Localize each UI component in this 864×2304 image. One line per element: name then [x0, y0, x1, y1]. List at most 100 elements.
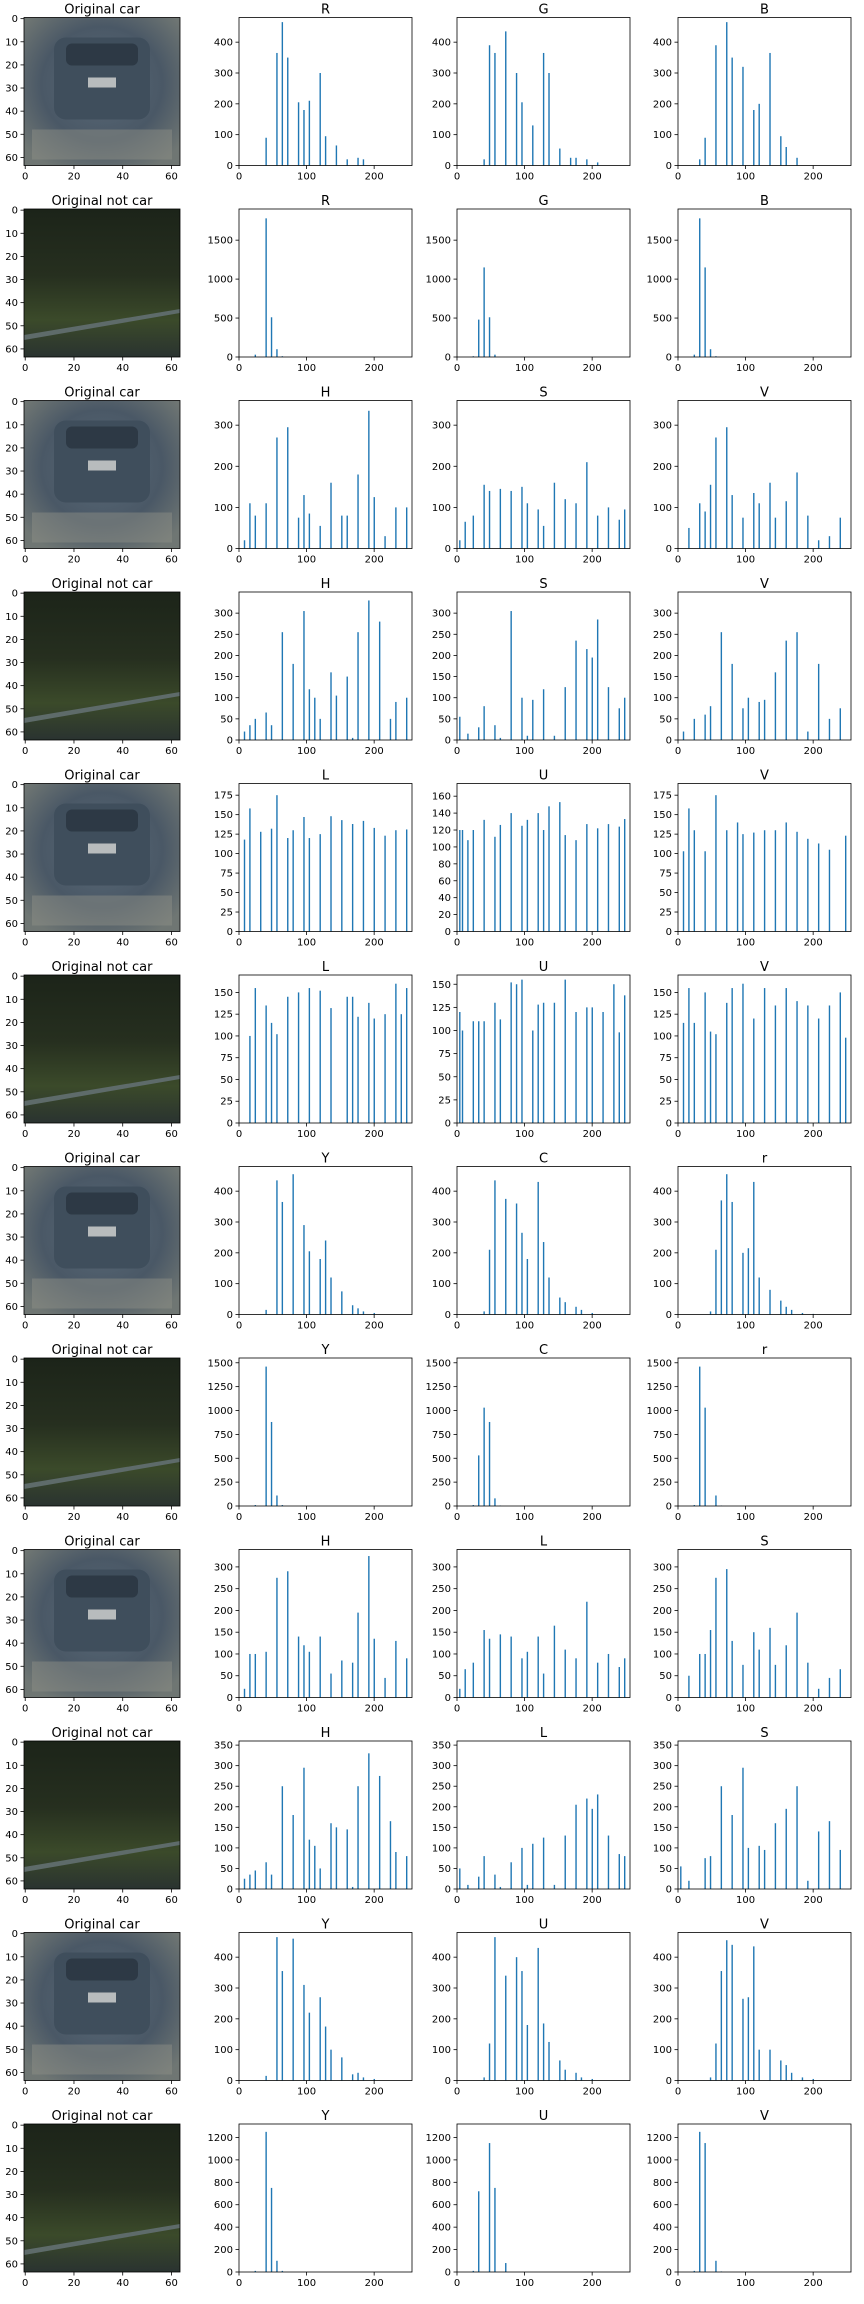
- axes-frame: [238, 1932, 413, 2081]
- histogram-bar: [276, 1180, 278, 1315]
- y-tick-label: 200: [214, 2245, 233, 2256]
- x-tick-label: 200: [804, 2087, 823, 2098]
- x-tick-label: 200: [365, 1321, 384, 1332]
- panel-title: B: [760, 3, 769, 18]
- image-panel: Original not car 0 20 40 60 0 10 20 30 40 50 60: [5, 1726, 181, 1906]
- y-tick-label: 60: [438, 876, 451, 887]
- y-tick-label: 1200: [208, 2133, 233, 2144]
- y-tick-label: 0: [666, 1693, 672, 1704]
- x-tick-label: 100: [515, 2087, 534, 2098]
- histogram-bar: [488, 45, 491, 166]
- y-tick-label: 400: [214, 2223, 233, 2234]
- y-tick-label: 0: [445, 736, 451, 747]
- x-tick-label: 200: [583, 1129, 602, 1140]
- x-tick-label: 20: [68, 1704, 81, 1715]
- histogram-bar: [688, 1880, 690, 1889]
- y-tick-label: 150: [432, 1628, 451, 1639]
- histogram-bar: [699, 159, 701, 166]
- histogram-bar: [276, 1577, 278, 1698]
- y-tick-label: 0: [12, 206, 18, 217]
- histogram-bar: [542, 1002, 545, 1123]
- car-window-shape: [66, 809, 138, 832]
- histogram-bar: [715, 2043, 717, 2081]
- y-tick-label: 100: [432, 1649, 451, 1660]
- y-tick-label: 300: [432, 1562, 451, 1573]
- y-tick-label: 25: [220, 1097, 233, 1108]
- y-tick-label: 150: [214, 1628, 233, 1639]
- y-tick-label: 30: [5, 84, 18, 95]
- image-frame: [23, 783, 181, 932]
- histogram-panel: Y 0 100 200 0 200 400 600 800 1000 1200: [208, 2109, 413, 2289]
- histogram-bar: [753, 1632, 755, 1698]
- y-tick-label: 400: [432, 2223, 451, 2234]
- histogram-bar: [330, 1277, 332, 1315]
- y-tick-label: 0: [445, 2076, 451, 2087]
- histogram-bar: [790, 1309, 793, 1315]
- histogram-bar: [243, 1878, 246, 1889]
- histogram-panel: U 0 100 200 0 20 40 60 80 100 120 140 160: [432, 769, 631, 949]
- histogram-bar: [618, 708, 620, 740]
- y-tick-label: 100: [432, 503, 451, 514]
- x-tick-label: 0: [454, 2278, 460, 2289]
- y-tick-label: 75: [659, 1053, 672, 1064]
- histogram-bar: [796, 1612, 798, 1698]
- y-tick-label: 40: [5, 2022, 18, 2033]
- histogram-panel: Y 0 100 200 0 250 500 750 1000 1250 1500: [208, 1343, 413, 1523]
- histogram-bar: [292, 1815, 294, 1889]
- histogram-panel: L 0 100 200 0 25 50 75 100 125 150 175: [214, 769, 413, 949]
- histogram-bar: [287, 996, 289, 1123]
- histogram-bar: [314, 697, 316, 740]
- y-tick-label: 1200: [426, 2133, 451, 2144]
- y-tick-label: 75: [220, 869, 233, 880]
- histogram-bar: [405, 697, 408, 740]
- histogram-panel: r 0 100 200 0 250 500 750 1000 1250 1500: [647, 1343, 852, 1523]
- histogram-bar: [472, 2270, 475, 2272]
- x-tick-label: 100: [736, 938, 755, 949]
- axes-frame: [238, 1357, 413, 1507]
- histogram-bar: [254, 1505, 257, 1506]
- histogram-bar: [314, 1845, 316, 1889]
- histogram-bar: [488, 490, 491, 549]
- y-tick-label: 0: [445, 1885, 451, 1896]
- histogram-bar: [378, 621, 381, 740]
- y-tick-label: 0: [227, 1693, 233, 1704]
- image-frame: [23, 208, 181, 358]
- histogram-bar: [378, 1775, 381, 1889]
- x-tick-label: 200: [804, 1512, 823, 1523]
- y-tick-label: 50: [220, 1671, 233, 1682]
- histogram-bar: [478, 319, 480, 357]
- histogram-bar: [596, 1794, 599, 1889]
- y-tick-label: 25: [438, 1095, 451, 1106]
- histogram-bar: [510, 1636, 512, 1698]
- y-tick-label: 20: [5, 1018, 18, 1029]
- x-tick-label: 0: [236, 2087, 242, 2098]
- y-tick-label: 200: [432, 99, 451, 110]
- image-frame: [23, 974, 181, 1124]
- histogram-bar: [308, 2012, 311, 2081]
- histogram-bar: [270, 1022, 273, 1123]
- histogram-bar: [281, 1971, 284, 2081]
- histogram-bar: [319, 1259, 321, 1315]
- x-tick-label: 60: [165, 555, 178, 566]
- y-tick-label: 800: [653, 2178, 672, 2189]
- histogram-bar: [330, 1823, 332, 1889]
- x-tick-label: 200: [804, 1895, 823, 1906]
- histogram-bar: [526, 735, 529, 740]
- y-tick-label: 20: [5, 2167, 18, 2178]
- histogram-bar: [249, 1035, 251, 1123]
- y-tick-label: 100: [653, 1843, 672, 1854]
- y-tick-label: 300: [432, 421, 451, 432]
- y-tick-label: 30: [5, 1233, 18, 1244]
- histogram-bar: [817, 1018, 820, 1123]
- histogram-bar: [688, 1675, 690, 1698]
- image-panel: Original not car 0 20 40 60 0 10 20 30 40 50 60: [5, 194, 181, 374]
- y-tick-label: 150: [214, 1823, 233, 1834]
- y-tick-label: 0: [445, 1119, 451, 1130]
- y-tick-label: 200: [214, 1606, 233, 1617]
- histogram-panel: R 0 100 200 0 100 200 300 400: [214, 3, 413, 183]
- x-tick-label: 100: [515, 172, 534, 183]
- histogram-bar: [591, 657, 593, 740]
- histogram-bar: [373, 1312, 375, 1315]
- histogram-bar: [682, 1022, 685, 1123]
